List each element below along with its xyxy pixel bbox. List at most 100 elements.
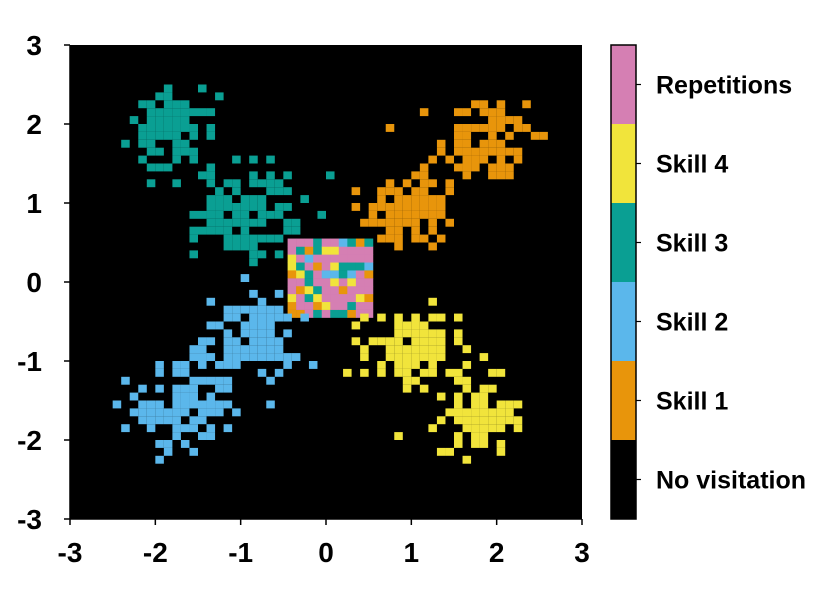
visitation-cell — [479, 432, 489, 440]
visitation-cell — [249, 203, 258, 211]
visitation-cell — [377, 187, 386, 196]
visitation-cell — [172, 147, 181, 156]
visitation-cell — [428, 203, 437, 211]
visitation-cell — [249, 218, 258, 227]
visitation-cell — [411, 171, 420, 180]
visitation-cell — [155, 124, 164, 132]
visitation-cell — [232, 187, 241, 196]
visitation-cell — [428, 210, 437, 219]
visitation-cell — [394, 210, 403, 219]
visitation-cell — [462, 384, 472, 393]
visitation-cell — [257, 313, 267, 322]
visitation-cell — [155, 147, 164, 156]
visitation-cell — [138, 400, 147, 409]
visitation-cell — [313, 285, 323, 295]
visitation-cell — [240, 274, 250, 282]
visitation-cell — [257, 203, 267, 211]
visitation-cell — [513, 400, 523, 409]
visitation-cell — [257, 353, 267, 361]
visitation-cell — [287, 270, 297, 279]
visitation-cell — [223, 376, 233, 385]
visitation-cell — [189, 210, 198, 219]
visitation-cell — [215, 195, 224, 203]
visitation-cell — [321, 270, 331, 279]
visitation-cell — [454, 313, 463, 322]
visitation-cell — [189, 155, 198, 164]
visitation-cell — [172, 100, 181, 109]
visitation-cell — [522, 124, 531, 132]
visitation-cell — [155, 361, 164, 369]
visitation-cell — [505, 171, 514, 180]
visitation-cell — [257, 195, 267, 203]
visitation-cell — [479, 353, 489, 361]
visitation-cell — [121, 139, 130, 148]
visitation-cell — [488, 408, 497, 417]
visitation-cell — [385, 345, 395, 354]
visitation-cell — [377, 313, 386, 322]
visitation-cell — [274, 345, 284, 354]
visitation-cell — [321, 278, 331, 287]
visitation-cell — [462, 376, 472, 385]
visitation-cell — [347, 309, 357, 318]
visitation-cell — [129, 116, 139, 124]
visitation-cell — [436, 447, 446, 456]
visitation-cell — [479, 392, 489, 401]
visitation-cell — [155, 408, 164, 417]
visitation-cell — [287, 278, 297, 287]
visitation-cell — [454, 416, 463, 425]
colorbar-label: Repetitions — [656, 72, 792, 100]
visitation-cell — [462, 361, 472, 369]
visitation-cell — [496, 163, 506, 172]
visitation-cell — [283, 313, 292, 322]
visitation-cell — [206, 400, 216, 409]
visitation-cell — [488, 416, 497, 425]
visitation-cell — [513, 416, 523, 425]
visitation-cell — [206, 424, 216, 433]
visitation-cell — [223, 400, 233, 409]
visitation-cell — [513, 155, 523, 164]
visitation-cell — [296, 278, 305, 287]
visitation-cell — [402, 376, 412, 385]
visitation-cell — [172, 139, 181, 148]
visitation-cell — [513, 424, 523, 433]
visitation-cell — [347, 301, 357, 310]
visitation-cell — [189, 131, 198, 140]
visitation-cell — [215, 226, 224, 235]
visitation-cell — [347, 254, 357, 263]
visitation-cell — [163, 163, 173, 172]
visitation-cell — [462, 163, 472, 172]
visitation-cell — [240, 234, 250, 243]
visitation-cell — [240, 353, 250, 361]
visitation-cell — [172, 384, 181, 393]
visitation-cell — [321, 293, 331, 303]
visitation-cell — [180, 139, 190, 148]
visitation-cell — [198, 171, 207, 180]
visitation-cell — [223, 242, 233, 251]
x-tick-label: 3 — [574, 537, 590, 568]
visitation-cell — [364, 293, 374, 303]
visitation-cell — [189, 384, 198, 393]
visitation-cell — [411, 234, 420, 243]
visitation-cell — [436, 234, 446, 243]
visitation-cell — [313, 293, 323, 303]
visitation-cell — [180, 400, 190, 409]
visitation-cell — [296, 270, 305, 279]
visitation-cell — [394, 368, 403, 377]
visitation-cell — [189, 108, 198, 117]
x-tick-label: 1 — [404, 537, 420, 568]
visitation-cell — [402, 218, 412, 227]
visitation-cell — [304, 270, 314, 279]
visitation-cell — [257, 368, 267, 377]
visitation-cell — [330, 285, 340, 295]
visitation-cell — [266, 345, 275, 354]
visitation-cell — [360, 368, 369, 377]
visitation-cell — [419, 171, 429, 180]
visitation-cell — [155, 384, 164, 393]
visitation-cell — [394, 242, 403, 251]
visitation-cell — [189, 424, 198, 433]
visitation-cell — [338, 246, 348, 255]
visitation-cell — [419, 345, 429, 354]
visitation-cell — [287, 262, 297, 271]
visitation-cell — [321, 285, 331, 295]
visitation-cell — [394, 234, 403, 243]
